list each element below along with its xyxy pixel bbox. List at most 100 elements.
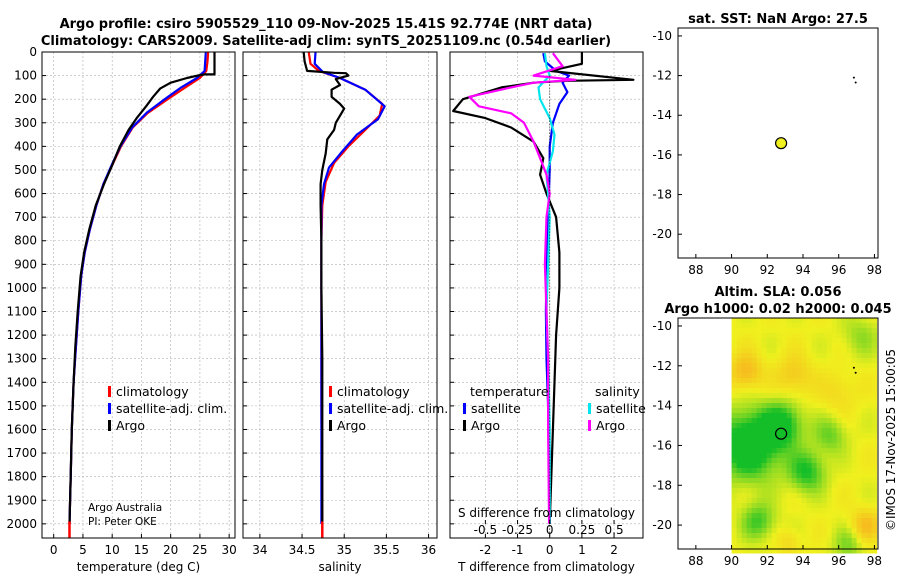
sla-cell <box>781 413 788 419</box>
sla-cell <box>816 443 823 449</box>
x-tick-label: 5 <box>79 543 87 557</box>
sla-cell <box>811 398 818 404</box>
sla-cell <box>846 463 853 469</box>
sla-cell <box>776 548 783 554</box>
sla-cell <box>771 508 778 514</box>
sla-cell <box>866 543 873 549</box>
sla-cell <box>751 383 758 389</box>
sla-cell <box>771 538 778 544</box>
sla-cell <box>811 428 818 434</box>
sla-cell <box>736 413 743 419</box>
sla-cell <box>846 358 853 364</box>
sla-cell <box>861 403 868 409</box>
sla-title-line1: Altim. SLA: 0.056 <box>715 285 842 300</box>
sla-cell <box>821 433 828 439</box>
sla-cell <box>801 538 808 544</box>
sla-cell <box>801 453 808 459</box>
sla-cell <box>776 358 783 364</box>
sla-cell <box>866 513 873 519</box>
sla-cell <box>831 548 838 554</box>
sla-cell <box>781 348 788 354</box>
sla-cell <box>871 528 878 534</box>
sla-cell <box>761 378 768 384</box>
sla-cell <box>776 323 783 329</box>
sla-cell <box>781 343 788 349</box>
sla-cell <box>776 353 783 359</box>
sla-cell <box>786 398 793 404</box>
sla-cell <box>736 358 743 364</box>
sla-cell <box>746 438 753 444</box>
sla-cell <box>776 393 783 399</box>
sla-cell <box>871 403 878 409</box>
sla-cell <box>846 333 853 339</box>
sla-cell <box>766 498 773 504</box>
sla-cell <box>841 458 848 464</box>
sla-cell <box>786 408 793 414</box>
sla-cell <box>801 403 808 409</box>
sla-cell <box>791 543 798 549</box>
sla-cell <box>871 423 878 429</box>
sla-cell <box>856 493 863 499</box>
sla-cell <box>856 548 863 554</box>
sla-cell <box>731 403 738 409</box>
sla-cell <box>766 418 773 424</box>
sla-cell <box>796 368 803 374</box>
sla-cell <box>846 328 853 334</box>
sla-cell <box>736 483 743 489</box>
sla-cell <box>806 503 813 509</box>
sla-cell <box>816 453 823 459</box>
sla-cell <box>826 538 833 544</box>
sst-title: sat. SST: NaN Argo: 27.5 <box>688 12 868 27</box>
sla-cell <box>766 478 773 484</box>
panel-salinity: 34 34.5 35 35.5 36 salinity climatology satelli… <box>242 51 448 574</box>
sla-cell <box>781 403 788 409</box>
sla-cell <box>771 483 778 489</box>
sla-cell <box>816 333 823 339</box>
sla-cell <box>841 518 848 524</box>
sla-cell <box>796 438 803 444</box>
sla-cell <box>856 503 863 509</box>
y-tick-label: -10 <box>652 319 672 333</box>
sla-cell <box>871 498 878 504</box>
sla-cell <box>861 453 868 459</box>
sla-cell <box>826 518 833 524</box>
sla-cell <box>731 493 738 499</box>
sla-cell <box>846 503 853 509</box>
sla-cell <box>866 483 873 489</box>
sla-cell <box>736 493 743 499</box>
sla-cell <box>746 478 753 484</box>
sla-cell <box>816 543 823 549</box>
sla-cell <box>731 508 738 514</box>
sla-cell <box>786 533 793 539</box>
sla-cell <box>851 403 858 409</box>
sla-cell <box>801 483 808 489</box>
sla-cell <box>806 338 813 344</box>
sla-cell <box>816 448 823 454</box>
legend-label: Argo <box>116 418 145 433</box>
sla-cell <box>791 488 798 494</box>
sla-cell <box>746 368 753 374</box>
sla-cell <box>801 548 808 554</box>
sla-cell <box>801 398 808 404</box>
sla-cell <box>801 358 808 364</box>
sla-cell <box>811 358 818 364</box>
legend-swatch <box>329 403 332 414</box>
sla-cell <box>751 483 758 489</box>
sla-cell <box>781 318 788 324</box>
sla-cell <box>851 473 858 479</box>
sla-cell <box>756 488 763 494</box>
sla-cell <box>806 393 813 399</box>
sla-cell <box>831 348 838 354</box>
sla-cell <box>776 363 783 369</box>
sla-cell <box>751 543 758 549</box>
sla-cell <box>731 333 738 339</box>
sla-cell <box>731 538 738 544</box>
y-tick-label: 500 <box>14 163 37 177</box>
map-frame <box>677 317 879 550</box>
sla-cell <box>786 488 793 494</box>
sla-cell <box>846 408 853 414</box>
sla-cell <box>791 548 798 554</box>
sla-cell <box>756 498 763 504</box>
y-tick-label: -20 <box>652 518 672 532</box>
x-tick-label: 10 <box>105 543 120 557</box>
